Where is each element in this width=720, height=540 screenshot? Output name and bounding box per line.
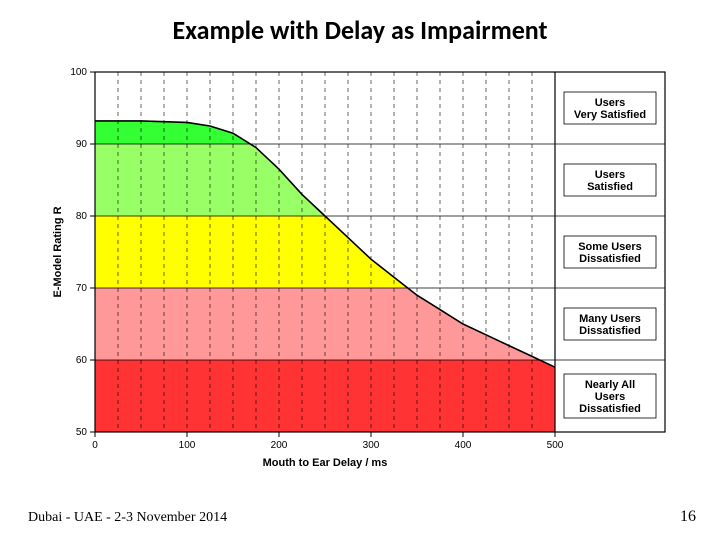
x-tick-label: 0 bbox=[92, 440, 98, 451]
y-axis-label: E-Model Rating R bbox=[52, 206, 64, 297]
band-label-text: Satisfied bbox=[587, 181, 633, 193]
band-label-text: Dissatisfied bbox=[579, 403, 641, 415]
band-label-text: Many Users bbox=[579, 313, 641, 325]
y-tick-label: 60 bbox=[76, 355, 88, 366]
y-tick-label: 80 bbox=[76, 211, 88, 222]
band-label-text: Very Satisfied bbox=[574, 109, 646, 121]
page-number: 16 bbox=[680, 508, 696, 526]
band-label-text: Some Users bbox=[578, 241, 642, 253]
band-label-text: Users bbox=[595, 97, 626, 109]
y-tick-label: 70 bbox=[76, 283, 88, 294]
emodel-chart: 0 100 200 300 400 500 50 60 70 80 90 100 Mouth to Ea… bbox=[40, 60, 680, 490]
band-label-text: Users bbox=[595, 391, 626, 403]
y-tick-label: 50 bbox=[76, 427, 88, 438]
band-label-text: Dissatisfied bbox=[579, 253, 641, 265]
band-label-text: Dissatisfied bbox=[579, 325, 641, 337]
x-axis-label: Mouth to Ear Delay / ms bbox=[263, 457, 388, 469]
x-tick-label: 200 bbox=[271, 440, 288, 451]
footer-location-date: Dubai - UAE - 2-3 November 2014 bbox=[28, 510, 227, 526]
y-tick-label: 90 bbox=[76, 139, 88, 150]
x-tick-label: 300 bbox=[363, 440, 380, 451]
x-tick-label: 100 bbox=[179, 440, 196, 451]
band-label-text: Users bbox=[595, 169, 626, 181]
slide-title: Example with Delay as Impairment bbox=[0, 14, 720, 46]
x-tick-label: 500 bbox=[547, 440, 564, 451]
y-tick-label: 100 bbox=[70, 67, 87, 78]
x-tick-label: 400 bbox=[455, 440, 472, 451]
band-label-text: Nearly All bbox=[585, 379, 635, 391]
